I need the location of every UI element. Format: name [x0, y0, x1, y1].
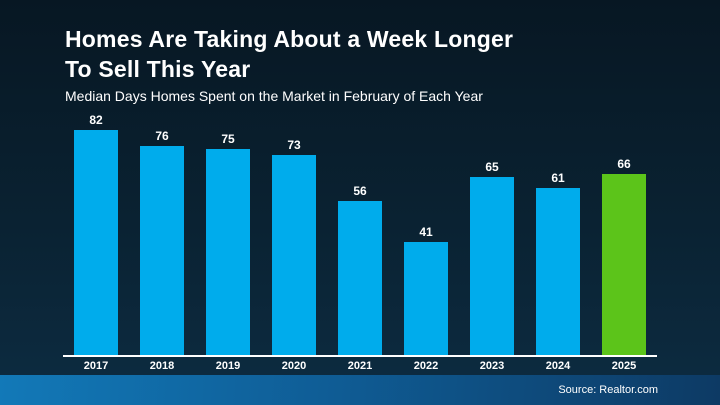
bar-2018: [140, 146, 184, 355]
bar-2023: [470, 177, 514, 355]
x-axis-tick-label: 2022: [413, 360, 439, 372]
bar-2025: [602, 174, 646, 355]
bar-value-label: 65: [485, 160, 499, 174]
bar-value-label: 73: [287, 138, 301, 152]
bar-2019: [206, 149, 250, 355]
bar-2020: [272, 155, 316, 355]
bar-value-label: 76: [155, 129, 169, 143]
chart-title: Homes Are Taking About a Week Longer To …: [65, 26, 514, 82]
x-axis-tick-label: 2025: [611, 360, 637, 372]
chart-subtitle: Median Days Homes Spent on the Market in…: [65, 88, 483, 104]
x-axis-tick-label: 2018: [149, 360, 175, 372]
bar-2017: [74, 130, 118, 355]
source-attribution: Source: Realtor.com: [558, 384, 658, 396]
bar-value-label: 66: [617, 157, 631, 171]
x-axis-tick-label: 2020: [281, 360, 307, 372]
bar-2022: [404, 242, 448, 355]
x-axis-tick-label: 2021: [347, 360, 373, 372]
x-axis-tick-label: 2023: [479, 360, 505, 372]
x-axis-line: [63, 355, 657, 357]
bar-value-label: 82: [89, 113, 103, 127]
bar-2024: [536, 188, 580, 355]
bar-2021: [338, 201, 382, 355]
bar-value-label: 56: [353, 184, 367, 198]
x-axis-tick-label: 2017: [83, 360, 109, 372]
bar-value-label: 75: [221, 132, 235, 146]
bar-value-label: 61: [551, 171, 565, 185]
bar-value-label: 41: [419, 225, 433, 239]
footer-bar: Source: Realtor.com: [0, 375, 720, 405]
x-axis-tick-label: 2019: [215, 360, 241, 372]
x-axis-tick-label: 2024: [545, 360, 571, 372]
